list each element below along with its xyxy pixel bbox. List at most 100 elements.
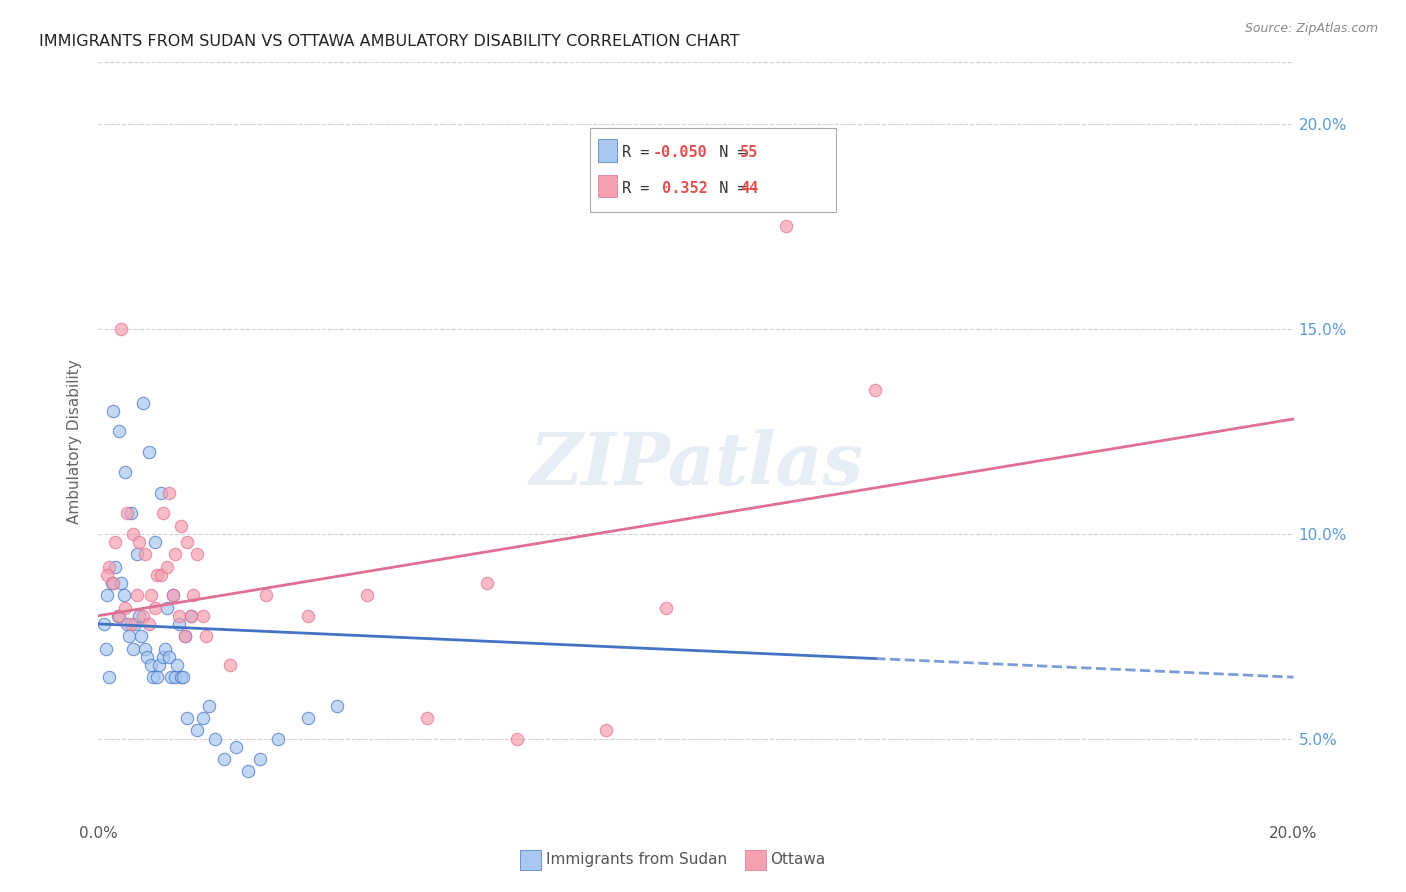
- Text: R =: R =: [623, 145, 658, 161]
- Point: [356, 588, 378, 602]
- Point: [775, 219, 797, 234]
- Point: [110, 322, 132, 336]
- Point: [191, 711, 214, 725]
- Point: [132, 608, 155, 623]
- Point: [186, 547, 208, 561]
- Text: 0.352: 0.352: [654, 181, 707, 196]
- Point: [191, 608, 214, 623]
- Point: [134, 641, 156, 656]
- Point: [180, 608, 202, 623]
- Point: [122, 526, 145, 541]
- Point: [160, 670, 183, 684]
- Point: [146, 567, 169, 582]
- Point: [104, 535, 127, 549]
- Point: [163, 670, 186, 684]
- Point: [181, 588, 204, 602]
- Point: [174, 629, 197, 643]
- Point: [162, 588, 184, 602]
- Point: [166, 657, 188, 672]
- Point: [416, 711, 439, 725]
- Point: [93, 616, 115, 631]
- Point: [138, 444, 160, 458]
- Point: [297, 711, 319, 725]
- Point: [174, 629, 197, 643]
- Point: [138, 616, 160, 631]
- Point: [100, 576, 122, 591]
- Point: [115, 616, 138, 631]
- Point: [186, 723, 208, 738]
- Point: [254, 588, 277, 602]
- Y-axis label: Ambulatory Disability: Ambulatory Disability: [67, 359, 83, 524]
- Point: [195, 629, 218, 643]
- Point: [506, 731, 529, 746]
- Point: [107, 608, 129, 623]
- Point: [170, 518, 193, 533]
- Point: [127, 547, 149, 561]
- Point: [103, 576, 125, 591]
- Text: 55: 55: [741, 145, 758, 161]
- Point: [143, 535, 166, 549]
- Point: [236, 764, 259, 779]
- Point: [180, 608, 202, 623]
- Point: [297, 608, 319, 623]
- Point: [163, 547, 186, 561]
- Point: [326, 698, 349, 713]
- Point: [132, 395, 155, 409]
- Point: [865, 384, 887, 398]
- Point: [114, 465, 136, 479]
- Point: [176, 711, 198, 725]
- Point: [156, 600, 179, 615]
- Point: [176, 535, 198, 549]
- Text: Immigrants from Sudan: Immigrants from Sudan: [546, 853, 727, 867]
- Point: [152, 506, 174, 520]
- Point: [96, 588, 118, 602]
- Point: [167, 616, 190, 631]
- Point: [225, 739, 247, 754]
- Point: [204, 731, 226, 746]
- Point: [143, 600, 166, 615]
- Point: [103, 404, 125, 418]
- Point: [198, 698, 221, 713]
- Point: [162, 588, 184, 602]
- Point: [96, 567, 118, 582]
- Text: ZIPatlas: ZIPatlas: [529, 429, 863, 500]
- Text: N =: N =: [702, 145, 755, 161]
- Point: [219, 657, 242, 672]
- Text: Ottawa: Ottawa: [770, 853, 825, 867]
- Point: [98, 559, 121, 574]
- Text: IMMIGRANTS FROM SUDAN VS OTTAWA AMBULATORY DISABILITY CORRELATION CHART: IMMIGRANTS FROM SUDAN VS OTTAWA AMBULATO…: [39, 34, 740, 49]
- Point: [94, 641, 117, 656]
- Point: [595, 723, 617, 738]
- Text: -0.050: -0.050: [654, 145, 707, 161]
- Point: [150, 567, 173, 582]
- Point: [475, 576, 498, 591]
- Point: [150, 485, 173, 500]
- Point: [98, 670, 121, 684]
- Point: [155, 641, 177, 656]
- Text: 44: 44: [741, 181, 758, 196]
- Text: N =: N =: [702, 181, 755, 196]
- Point: [114, 600, 136, 615]
- Point: [120, 506, 142, 520]
- Point: [122, 641, 145, 656]
- Point: [134, 547, 156, 561]
- Point: [139, 657, 162, 672]
- Point: [142, 670, 165, 684]
- Point: [115, 506, 138, 520]
- Point: [157, 649, 180, 664]
- Point: [655, 600, 678, 615]
- Point: [157, 485, 180, 500]
- Point: [172, 670, 194, 684]
- Point: [156, 559, 179, 574]
- Point: [110, 576, 132, 591]
- Point: [108, 425, 131, 439]
- Point: [118, 629, 141, 643]
- Point: [152, 649, 174, 664]
- Point: [128, 608, 150, 623]
- Point: [127, 588, 149, 602]
- Point: [108, 608, 131, 623]
- Point: [212, 752, 235, 766]
- Point: [124, 616, 146, 631]
- Point: [136, 649, 159, 664]
- Point: [167, 608, 190, 623]
